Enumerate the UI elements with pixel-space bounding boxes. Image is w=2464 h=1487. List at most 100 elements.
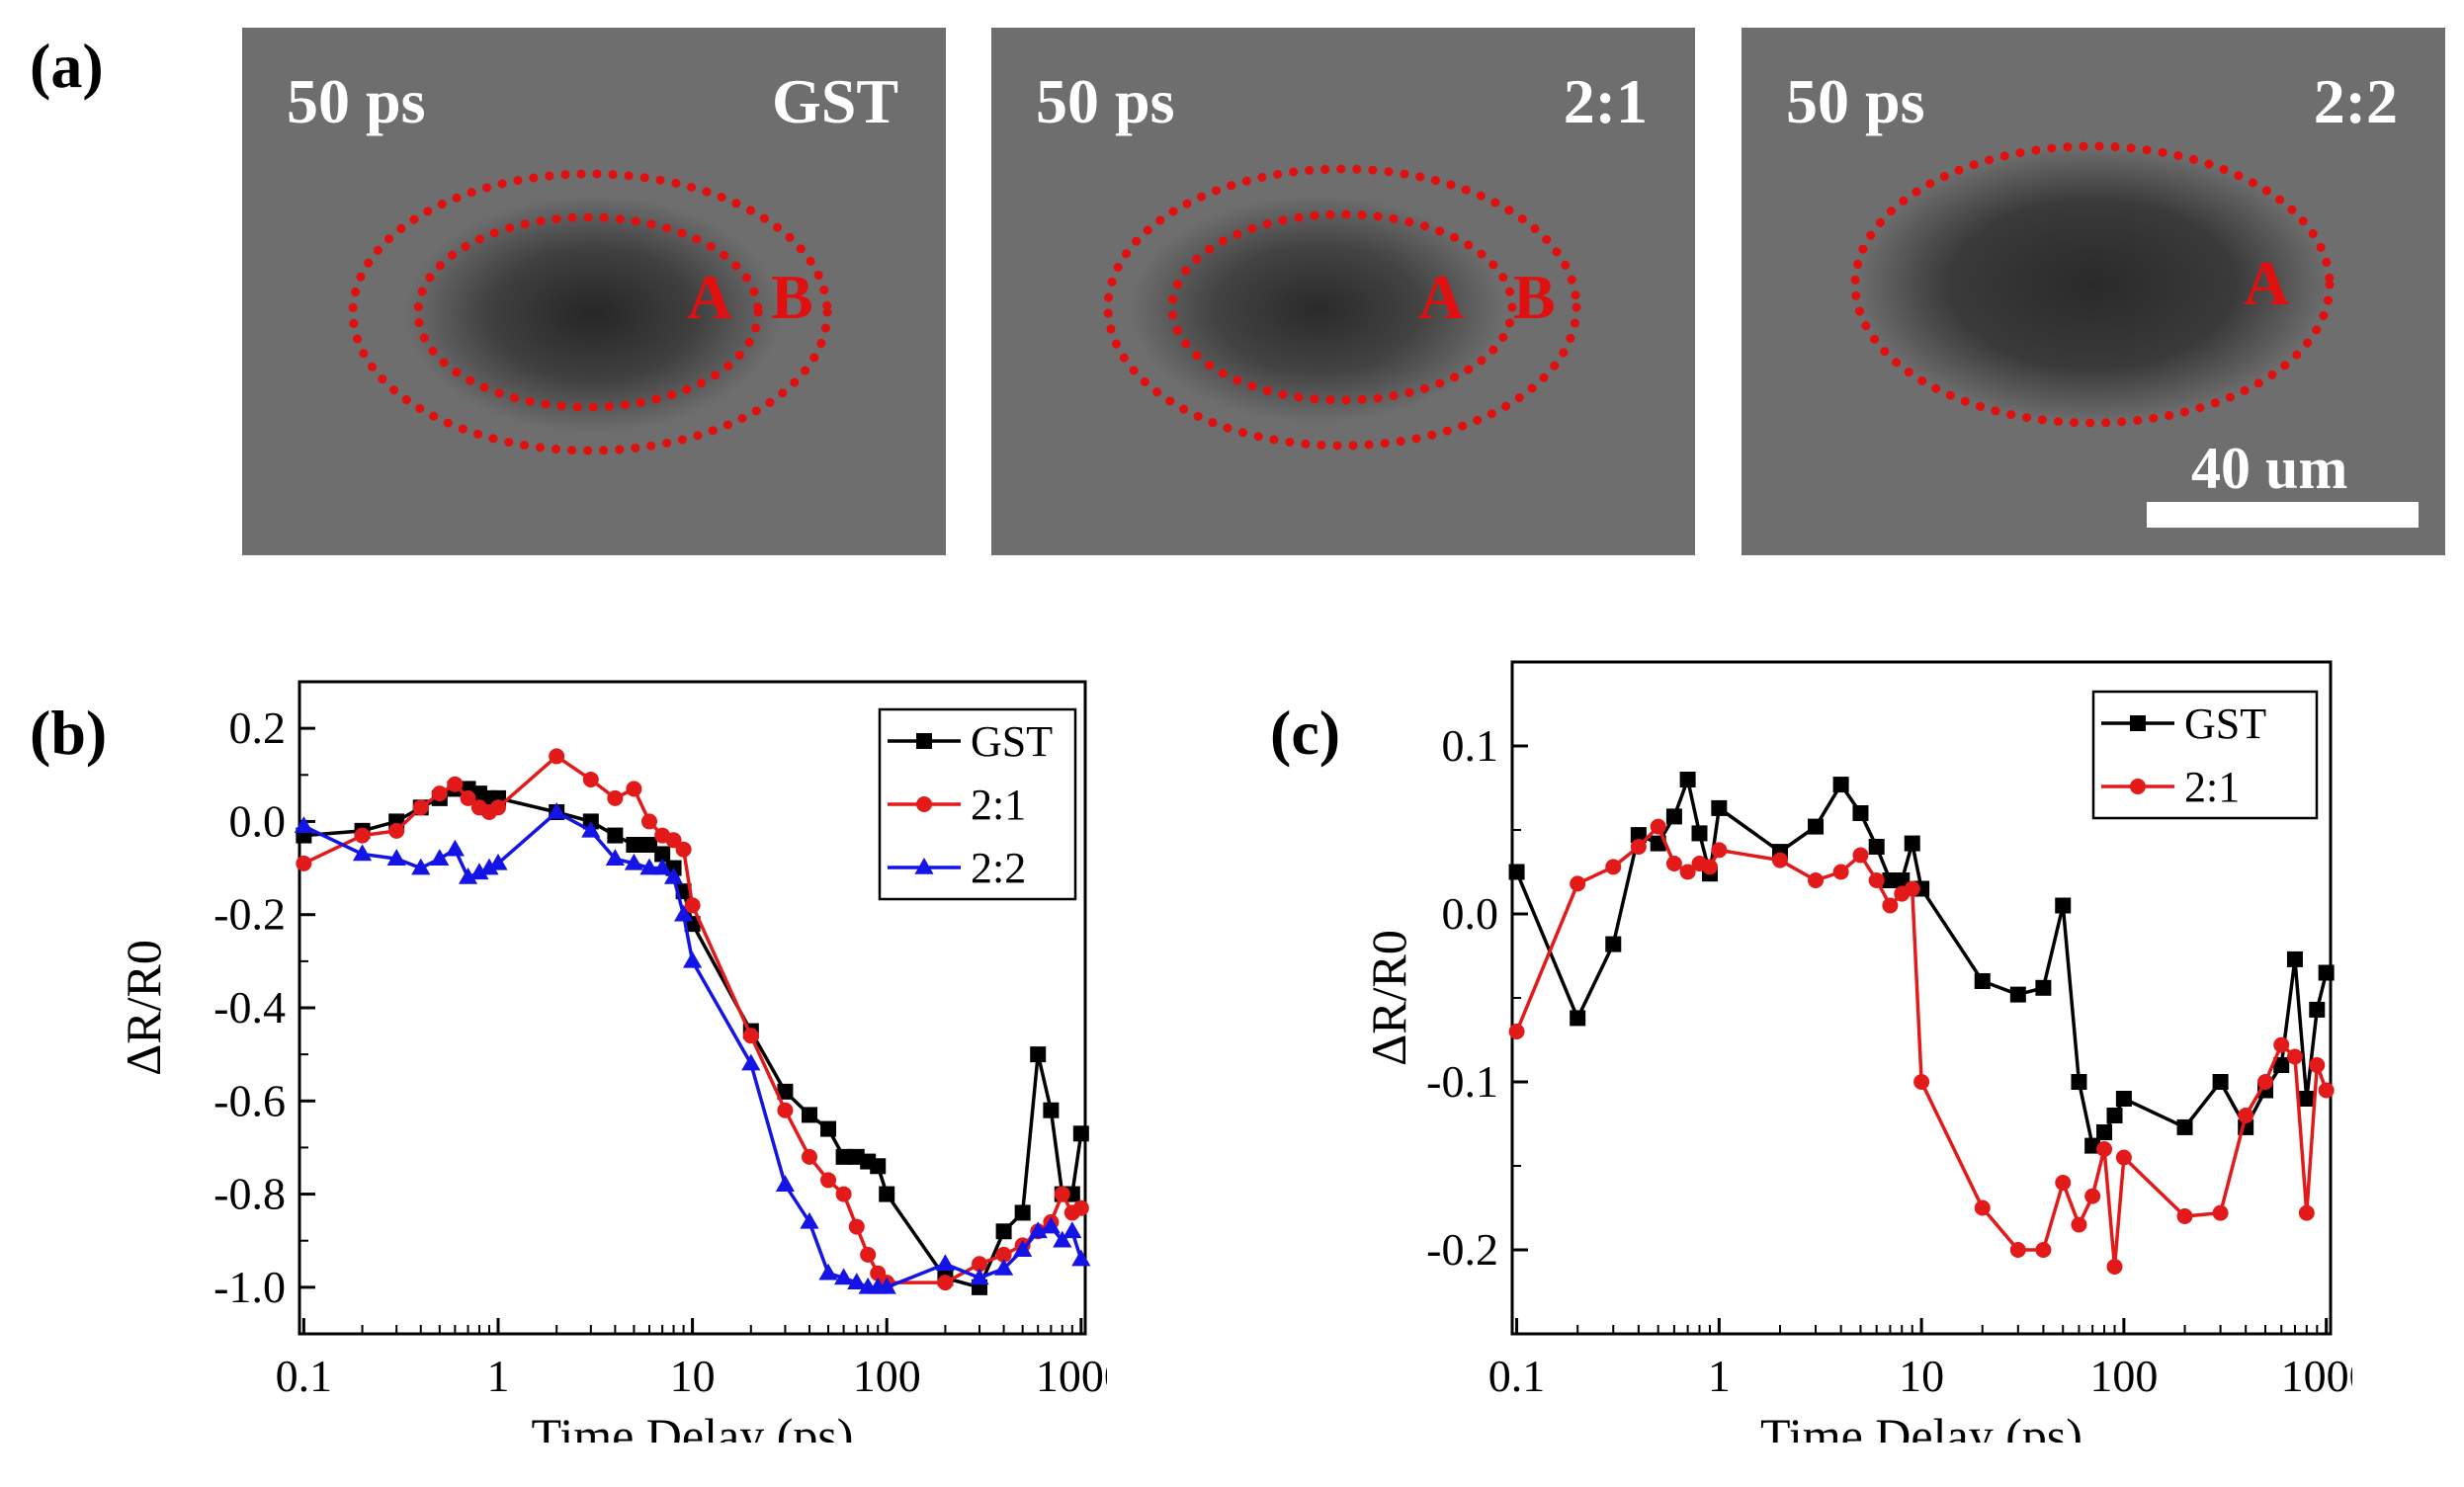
data-point	[2071, 1216, 2087, 1233]
data-point	[2212, 1074, 2229, 1090]
data-point	[674, 904, 694, 922]
data-point	[683, 950, 703, 968]
data-point	[626, 837, 642, 853]
data-point	[1508, 1024, 1525, 1039]
data-point	[847, 1273, 867, 1289]
data-point	[1053, 1230, 1072, 1248]
micrograph-2-1: 50 ps 2:1 A B	[991, 28, 1695, 555]
data-point	[1028, 1221, 1048, 1239]
data-point	[877, 1277, 896, 1294]
data-point	[2238, 1108, 2254, 1123]
data-point	[1665, 856, 1682, 871]
data-point	[1771, 852, 1788, 868]
x-tick-label: 100	[853, 1351, 921, 1401]
micrograph-gst-graphic	[348, 169, 832, 455]
data-point	[607, 827, 624, 844]
data-point	[2106, 1259, 2123, 1275]
x-tick-label: 10	[670, 1351, 716, 1401]
x-tick-label: 0.1	[276, 1351, 333, 1401]
data-point	[2035, 1242, 2052, 1258]
x-axis-title: Time Delay (ps)	[1760, 1408, 2082, 1443]
data-point	[1013, 1240, 1033, 1257]
x-tick-label: 100	[2089, 1351, 2158, 1401]
data-point	[654, 846, 671, 863]
data-point	[1711, 799, 1728, 816]
data-point	[2055, 897, 2072, 914]
y-tick-label: -0.8	[213, 1169, 286, 1219]
y-tick-label: -0.1	[1426, 1056, 1498, 1107]
micrograph-sample-label: 2:2	[2313, 66, 2398, 136]
data-point	[675, 841, 692, 858]
data-point	[2115, 1149, 2132, 1166]
data-point	[1030, 1046, 1047, 1063]
data-point	[2035, 979, 2052, 996]
data-point	[1852, 805, 1869, 821]
data-point	[2106, 1108, 2123, 1123]
data-point	[1650, 818, 1666, 835]
data-point	[2055, 1175, 2072, 1191]
x-tick-label: 1	[1708, 1351, 1731, 1401]
y-tick-label: -0.2	[1426, 1224, 1498, 1275]
data-point	[2298, 1091, 2315, 1107]
data-point	[775, 1175, 796, 1192]
data-point	[294, 816, 313, 833]
data-point	[741, 1053, 761, 1071]
data-point	[2009, 986, 2026, 1003]
data-point	[1679, 772, 1696, 787]
data-point	[777, 1102, 794, 1118]
data-point	[639, 858, 659, 875]
legend: GST 2:1	[2091, 690, 2319, 820]
micrograph-time-label: 50 ps	[287, 66, 426, 136]
micrograph-sample-label: GST	[771, 66, 898, 136]
data-point	[1913, 1074, 1930, 1090]
data-point	[2273, 1057, 2290, 1073]
data-point	[820, 1120, 837, 1137]
y-tick-label: -0.4	[213, 982, 286, 1033]
data-point	[972, 1256, 988, 1273]
ellipse-b	[348, 169, 832, 455]
data-point	[818, 1263, 838, 1280]
series-GST	[1508, 772, 2335, 1154]
series-2-1	[296, 748, 1089, 1291]
dark-spot	[1855, 146, 2330, 423]
scale-bar	[2147, 502, 2419, 528]
data-point	[2298, 1204, 2315, 1221]
data-point	[2096, 1141, 2113, 1157]
data-point	[652, 858, 672, 875]
data-point	[469, 863, 489, 880]
data-point	[640, 837, 657, 853]
data-point	[935, 1254, 956, 1272]
data-point	[1072, 1199, 1089, 1216]
data-point	[1014, 1204, 1031, 1221]
data-point	[2286, 950, 2303, 967]
y-tick-label: 0.2	[229, 702, 287, 753]
data-point	[2286, 1048, 2303, 1065]
data-point	[665, 832, 682, 849]
data-point	[2096, 1124, 2113, 1140]
data-point	[1904, 835, 1920, 852]
data-point	[1605, 859, 1622, 875]
data-point	[1832, 864, 1849, 880]
data-point	[411, 858, 431, 875]
dark-spot	[405, 196, 781, 433]
panel-label-a: (a)	[30, 31, 104, 101]
data-point	[479, 858, 499, 875]
data-point	[2176, 1208, 2193, 1224]
data-point	[626, 781, 642, 797]
data-point	[993, 1259, 1014, 1276]
x-axis-title: Time Delay (ps)	[532, 1408, 854, 1443]
data-point	[1679, 864, 1696, 880]
data-point	[995, 1223, 1012, 1240]
data-point	[431, 785, 448, 802]
data-point	[777, 1083, 794, 1100]
data-point	[916, 733, 932, 749]
data-point	[2115, 1091, 2132, 1107]
ellipse-a	[1850, 141, 2335, 428]
region-a-label: A	[687, 262, 733, 332]
data-point	[1072, 1125, 1089, 1142]
data-point	[2212, 1204, 2229, 1221]
ellipse-a	[1167, 209, 1517, 405]
